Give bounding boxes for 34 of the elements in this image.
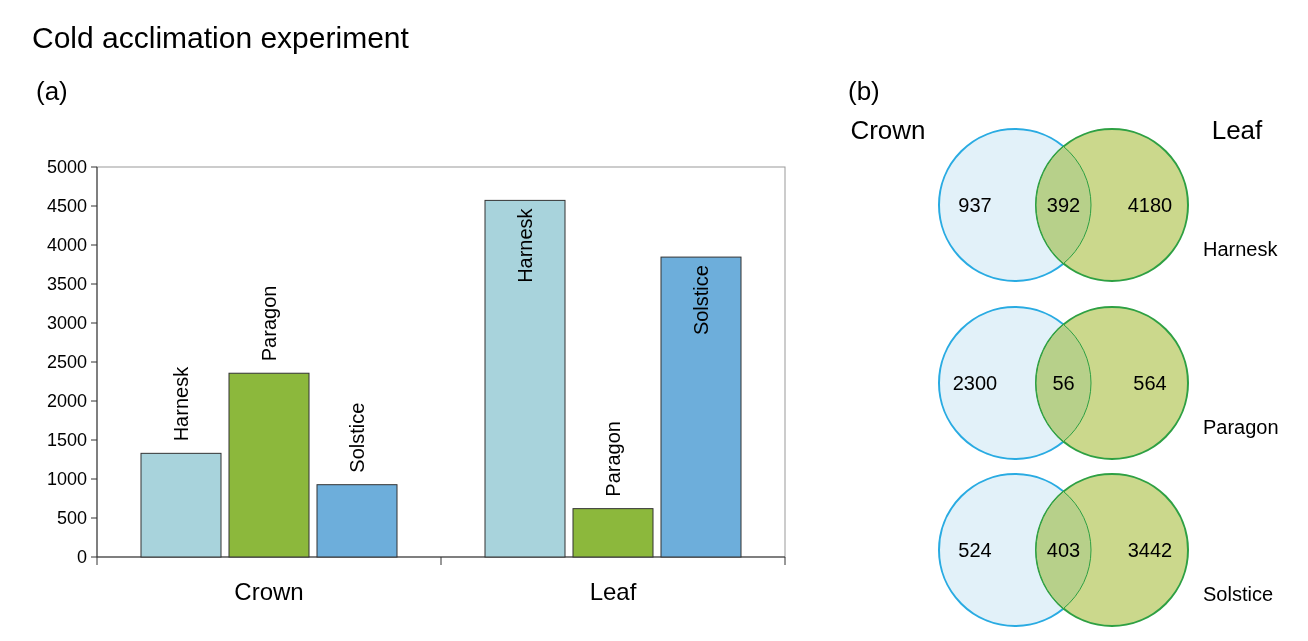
y-tick-label: 3500 (46, 274, 87, 295)
data-label: 56 (1052, 372, 1075, 394)
data-label: 392 (1046, 194, 1081, 216)
text: (a) (36, 76, 68, 106)
series-label: Harnesk (514, 207, 536, 283)
data-label: 564 (1133, 372, 1167, 394)
data-label: 524 (958, 539, 992, 561)
text: Paragon (258, 285, 280, 362)
y-tick-label: 0 (76, 547, 87, 568)
series-label: Solstice (690, 265, 712, 336)
chart-title: Cold acclimation experiment (32, 21, 410, 54)
text: (b) (848, 76, 880, 106)
y-tick-label: 4500 (46, 196, 87, 217)
data-label: 3442 (1127, 539, 1173, 561)
y-tick-label: 4000 (46, 235, 87, 256)
text: Harnesk (170, 366, 192, 442)
text: Solstice (346, 402, 368, 473)
y-tick-label: 1500 (46, 430, 87, 451)
category-label: Paragon (1203, 416, 1279, 438)
y-tick-label: 5000 (46, 157, 87, 178)
data-label: 937 (958, 194, 992, 216)
series-label: Leaf (1211, 115, 1264, 145)
data-label: 403 (1046, 539, 1081, 561)
data-label: 4180 (1127, 194, 1173, 216)
category-label: Harnesk (1203, 238, 1279, 260)
series-label: Crown (850, 115, 926, 145)
data-label: 2300 (952, 372, 998, 394)
y-tick-label: 500 (56, 508, 87, 529)
category-label: Solstice (1203, 583, 1274, 605)
y-tick-label: 1000 (46, 469, 87, 490)
y-tick-label: 2000 (46, 391, 87, 412)
text: Paragon (602, 421, 624, 497)
y-tick-label: 2500 (46, 352, 87, 373)
y-tick-label: 3000 (46, 313, 87, 334)
